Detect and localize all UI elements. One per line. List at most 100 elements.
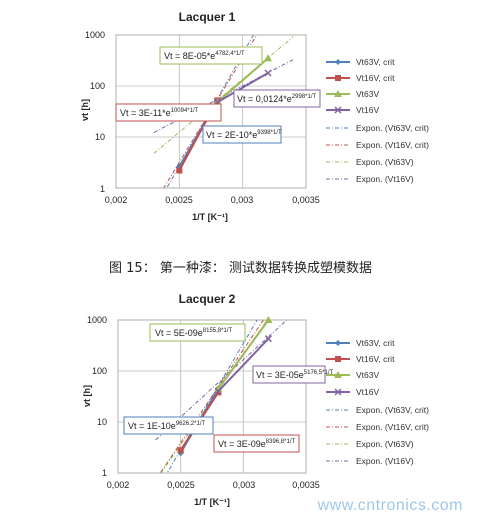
annotation-text: Vt = 3E-05e <box>256 370 304 380</box>
trendline <box>159 320 265 473</box>
legend-label: Vt63V, crit <box>356 57 395 67</box>
series-line <box>216 57 269 104</box>
y-axis-label: vt [h] <box>82 385 92 407</box>
chart-title: Lacquer 1 <box>179 10 236 24</box>
legend-label: Expon. (Vt63V, crit) <box>356 405 429 415</box>
x-axis-label: 1/T [K⁻¹] <box>194 497 230 507</box>
legend-item: Vt63V, crit <box>326 338 395 348</box>
trendline <box>166 320 258 473</box>
annotation-eq-purple: Vt = 3E-05e5176,5*1/T <box>252 365 333 384</box>
chart-title: Lacquer 2 <box>179 292 236 306</box>
legend-label: Vt16V, crit <box>356 73 395 83</box>
annotation-exponent: 2998*1/T <box>292 94 317 100</box>
annotation-exponent: 8396,8*1/T <box>266 439 296 445</box>
trendline <box>153 36 294 154</box>
watermark: www.cntronics.com <box>317 497 463 514</box>
plot-area <box>117 316 307 474</box>
annotation-exponent: 5176,5*1/T <box>304 370 334 376</box>
data-point <box>215 389 222 396</box>
x-tick-label: 0,002 <box>107 480 130 490</box>
legend-item: Expon. (Vt63V) <box>326 157 414 167</box>
annotation-eq-purple: Vt = 0,0124*e2998*1/T <box>233 89 321 108</box>
data-point <box>176 167 183 174</box>
series-line <box>217 319 270 390</box>
legend-label: Vt16V <box>356 387 379 397</box>
data-point <box>264 335 272 343</box>
legend-item: Vt63V, crit <box>326 57 395 67</box>
annotation-eq-red: Vt = 3E-11*e10094*1/T <box>115 103 222 122</box>
legend-item: Expon. (Vt63V, crit) <box>326 405 429 415</box>
annotation-text: Vt = 1E-10e <box>128 421 176 431</box>
legend-label: Vt63V, crit <box>356 338 395 348</box>
legend-item: Expon. (Vt16V, crit) <box>326 422 429 432</box>
svg-text:Vt = 8E-05*e4782,4*1/T: Vt = 8E-05*e4782,4*1/T <box>164 51 245 61</box>
chart-lacquer-2: Lacquer 2 1000 100 10 1 0,002 0,0025 0,0… <box>82 292 429 507</box>
x-tick-labels: 0,002 0,0025 0,003 0,0035 <box>105 195 320 205</box>
y-tick-label: 100 <box>92 366 107 376</box>
annotation-eq-green: Vt = 5E-09e8155,8*1/T <box>149 323 246 342</box>
x-tick-label: 0,003 <box>231 195 254 205</box>
x-tick-labels: 0,002 0,0025 0,003 0,0035 <box>107 480 320 490</box>
trendlines <box>155 320 288 473</box>
legend-label: Expon. (Vt63V) <box>356 157 414 167</box>
data-point <box>264 316 273 323</box>
legend: Vt63V, crit Vt16V, crit Vt63V Vt16V Expo… <box>326 57 429 184</box>
x-tick-label: 0,002 <box>105 195 128 205</box>
legend-label: Expon. (Vt16V) <box>356 456 414 466</box>
series-line <box>217 338 270 392</box>
annotation-eq-red: Vt = 3E-09e8396,8*1/T <box>213 434 300 453</box>
svg-text:Vt = 5E-09e8155,8*1/T: Vt = 5E-09e8155,8*1/T <box>155 328 232 338</box>
annotation-eq-green: Vt = 8E-05*e4782,4*1/T <box>159 46 263 65</box>
legend-label: Expon. (Vt16V) <box>356 174 414 184</box>
legend-item: Expon. (Vt16V) <box>326 174 414 184</box>
x-tick-label: 0,0035 <box>292 195 320 205</box>
y-tick-label: 10 <box>95 132 105 142</box>
y-tick-label: 1000 <box>85 30 105 40</box>
legend: Vt63V, crit Vt16V, crit Vt63V Vt16V Expo… <box>326 338 429 466</box>
legend-label: Expon. (Vt16V, crit) <box>356 140 429 150</box>
annotation-text: Vt = 8E-05*e <box>164 51 215 61</box>
annotation-eq-blue: Vt = 1E-10e9626,2*1/T <box>123 416 214 435</box>
legend-item: Vt16V <box>326 387 379 397</box>
annotation-eq-blue: Vt = 2E-10*e9398*1/T <box>202 125 282 144</box>
y-tick-label: 10 <box>97 417 107 427</box>
figure-caption: 图 15： 第一种漆： 测试数据转换成塑模数据 <box>109 261 372 276</box>
legend-label: Vt16V, crit <box>356 354 395 364</box>
y-tick-labels: 1000 100 10 1 <box>87 315 107 478</box>
legend-label: Expon. (Vt16V, crit) <box>356 422 429 432</box>
legend-item: Expon. (Vt16V) <box>326 456 414 466</box>
x-tick-label: 0,0035 <box>292 480 320 490</box>
y-tick-label: 100 <box>90 81 105 91</box>
annotation-exponent: 10094*1/T <box>171 108 199 114</box>
svg-text:Vt = 2E-10*e9398*1/T: Vt = 2E-10*e9398*1/T <box>206 130 282 140</box>
x-tick-label: 0,0025 <box>165 195 193 205</box>
annotation-text: Vt = 3E-11*e <box>120 108 171 118</box>
svg-text:Vt = 3E-09e8396,8*1/T: Vt = 3E-09e8396,8*1/T <box>218 439 295 449</box>
annotation-text: Vt = 0,0124*e <box>237 94 292 104</box>
legend-item: Vt16V <box>326 105 379 115</box>
annotation-exponent: 9626,2*1/T <box>176 421 206 427</box>
svg-text:Vt = 3E-05e5176,5*1/T: Vt = 3E-05e5176,5*1/T <box>256 370 333 380</box>
legend-item: Expon. (Vt63V) <box>326 439 414 449</box>
data-point <box>264 54 272 62</box>
svg-text:Vt = 3E-11*e10094*1/T: Vt = 3E-11*e10094*1/T <box>120 108 199 118</box>
chart-lacquer-1: Lacquer 1 1000 100 10 1 0,002 0,0025 0,0… <box>80 10 429 222</box>
legend-label: Vt63V <box>356 370 379 380</box>
svg-text:Vt = 1E-10e9626,2*1/T: Vt = 1E-10e9626,2*1/T <box>128 421 205 431</box>
x-axis-label: 1/T [K⁻¹] <box>192 212 228 222</box>
y-tick-label: 1 <box>102 468 107 478</box>
legend-label: Expon. (Vt63V) <box>356 439 414 449</box>
x-tick-label: 0,003 <box>233 480 256 490</box>
legend-item: Expon. (Vt63V, crit) <box>326 123 429 133</box>
legend-item: Expon. (Vt16V, crit) <box>326 140 429 150</box>
data-point <box>264 69 272 77</box>
legend-label: Vt63V <box>356 89 379 99</box>
annotation-text: Vt = 3E-09e <box>218 439 266 449</box>
y-tick-labels: 1000 100 10 1 <box>85 30 105 194</box>
legend-item: Vt16V, crit <box>326 354 395 364</box>
series-line <box>216 72 269 104</box>
x-tick-label: 0,0025 <box>167 480 195 490</box>
data-point <box>177 447 184 454</box>
y-tick-label: 1 <box>100 184 105 194</box>
annotation-text: Vt = 2E-10*e <box>206 130 257 140</box>
